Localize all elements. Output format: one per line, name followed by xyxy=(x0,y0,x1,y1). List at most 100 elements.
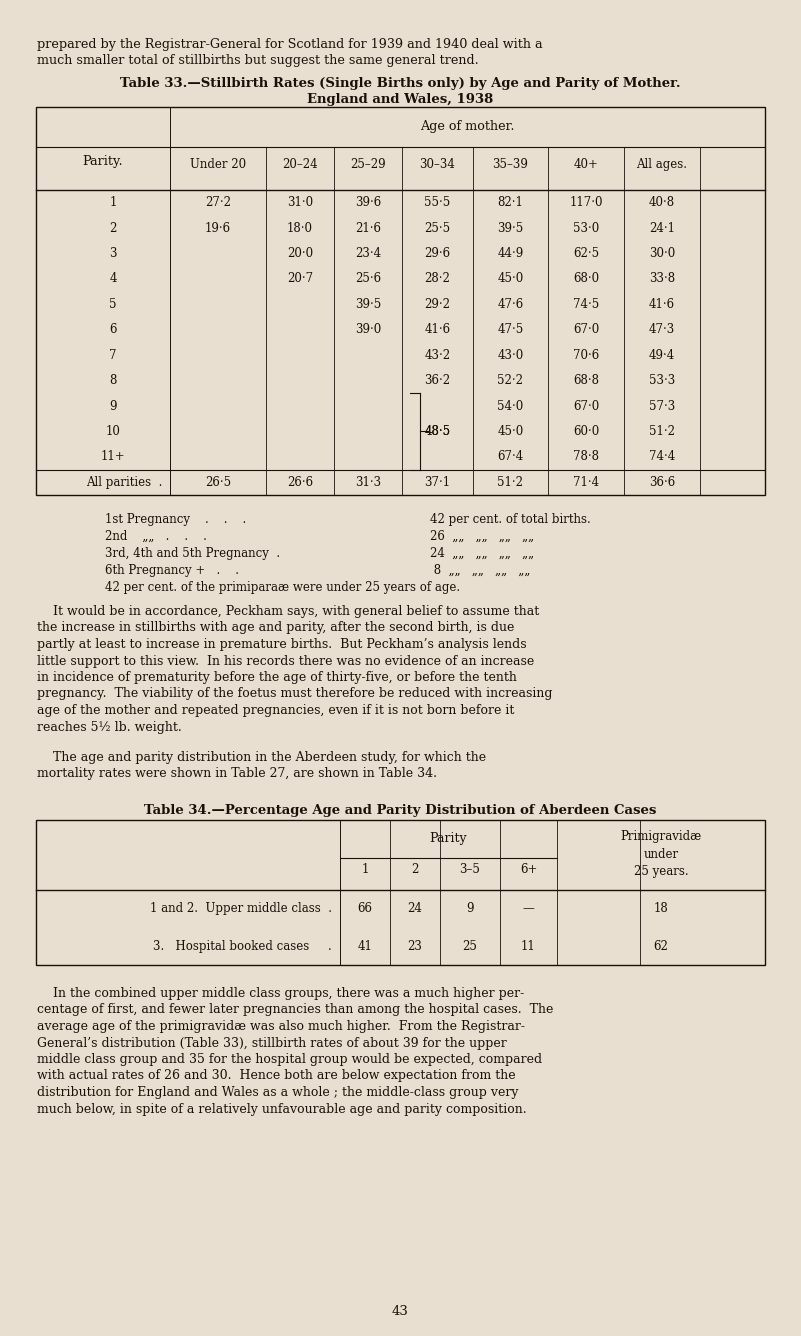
Text: 48·5: 48·5 xyxy=(425,425,450,438)
Text: 37·1: 37·1 xyxy=(425,476,450,489)
Text: 51·2: 51·2 xyxy=(649,425,675,438)
Text: 3rd, 4th and 5th Pregnancy  .: 3rd, 4th and 5th Pregnancy . xyxy=(105,546,280,560)
Text: 11+: 11+ xyxy=(101,450,125,464)
Text: Table 33.—Stillbirth Rates (Single Births only) by Age and Parity of Mother.: Table 33.—Stillbirth Rates (Single Birth… xyxy=(120,77,681,90)
Text: 117·0: 117·0 xyxy=(570,196,602,210)
Text: 25·5: 25·5 xyxy=(425,222,450,235)
Text: 1: 1 xyxy=(361,863,368,876)
Text: in incidence of prematurity before the age of thirty-five, or before the tenth: in incidence of prematurity before the a… xyxy=(37,671,517,684)
Text: 66: 66 xyxy=(357,902,372,915)
Text: 4: 4 xyxy=(109,273,117,286)
Text: 60·0: 60·0 xyxy=(573,425,599,438)
Text: 57·3: 57·3 xyxy=(649,399,675,413)
Text: 30·0: 30·0 xyxy=(649,247,675,261)
Text: 24: 24 xyxy=(408,902,422,915)
Text: 2nd    „„   .    .    .: 2nd „„ . . . xyxy=(105,530,207,542)
Text: 24·1: 24·1 xyxy=(649,222,675,235)
Text: England and Wales, 1938: England and Wales, 1938 xyxy=(308,94,493,106)
Text: —: — xyxy=(522,902,534,915)
Text: 33·8: 33·8 xyxy=(649,273,675,286)
Text: Age of mother.: Age of mother. xyxy=(421,120,515,134)
Text: All parities  .: All parities . xyxy=(86,476,162,489)
Text: Primigravidæ
under
25 years.: Primigravidæ under 25 years. xyxy=(621,830,702,878)
Text: 67·0: 67·0 xyxy=(573,399,599,413)
Text: much below, in spite of a relatively unfavourable age and parity composition.: much below, in spite of a relatively unf… xyxy=(37,1102,526,1116)
Text: 39·5: 39·5 xyxy=(355,298,381,311)
Text: 28·2: 28·2 xyxy=(425,273,450,286)
Text: mortality rates were shown in Table 27, are shown in Table 34.: mortality rates were shown in Table 27, … xyxy=(37,767,437,780)
Text: 48·5: 48·5 xyxy=(425,425,450,438)
Text: distribution for England and Wales as a whole ; the middle-class group very: distribution for England and Wales as a … xyxy=(37,1086,518,1100)
Text: 42 per cent. of total births.: 42 per cent. of total births. xyxy=(430,513,591,526)
Text: 30–34: 30–34 xyxy=(420,158,456,171)
Text: 25·6: 25·6 xyxy=(355,273,381,286)
Text: 1st Pregnancy    .    .    .: 1st Pregnancy . . . xyxy=(105,513,246,526)
Text: 25: 25 xyxy=(462,939,477,953)
Text: 39·0: 39·0 xyxy=(355,323,381,337)
Text: 19·6: 19·6 xyxy=(205,222,231,235)
Text: 1 and 2.  Upper middle class  .: 1 and 2. Upper middle class . xyxy=(150,902,332,915)
Text: Parity: Parity xyxy=(429,832,467,844)
Text: 51·2: 51·2 xyxy=(497,476,524,489)
Text: 26  „„   „„   „„   „„: 26 „„ „„ „„ „„ xyxy=(430,530,534,542)
Text: 9: 9 xyxy=(109,399,117,413)
Text: 40+: 40+ xyxy=(574,158,598,171)
Text: 47·6: 47·6 xyxy=(497,298,524,311)
Text: middle class group and 35 for the hospital group would be expected, compared: middle class group and 35 for the hospit… xyxy=(37,1053,542,1066)
Text: 41: 41 xyxy=(357,939,372,953)
Text: little support to this view.  In his records there was no evidence of an increas: little support to this view. In his reco… xyxy=(37,655,534,668)
Text: 36·6: 36·6 xyxy=(649,476,675,489)
Text: 20·0: 20·0 xyxy=(287,247,313,261)
Text: 45·0: 45·0 xyxy=(497,425,524,438)
Text: 18: 18 xyxy=(654,902,668,915)
Text: 74·5: 74·5 xyxy=(573,298,599,311)
Text: 1: 1 xyxy=(109,196,117,210)
Text: All ages.: All ages. xyxy=(637,158,687,171)
Text: 68·8: 68·8 xyxy=(573,374,599,387)
Text: 20·7: 20·7 xyxy=(287,273,313,286)
Text: 40·8: 40·8 xyxy=(649,196,675,210)
Text: 25–29: 25–29 xyxy=(350,158,386,171)
Text: 6+: 6+ xyxy=(520,863,537,876)
Text: 74·4: 74·4 xyxy=(649,450,675,464)
Text: the increase in stillbirths with age and parity, after the second birth, is due: the increase in stillbirths with age and… xyxy=(37,621,514,635)
Text: 11: 11 xyxy=(521,939,536,953)
Text: 82·1: 82·1 xyxy=(497,196,523,210)
Text: 41·6: 41·6 xyxy=(425,323,450,337)
Text: 27·2: 27·2 xyxy=(205,196,231,210)
Text: 29·2: 29·2 xyxy=(425,298,450,311)
Text: 67·4: 67·4 xyxy=(497,450,524,464)
Text: 20–24: 20–24 xyxy=(282,158,318,171)
Text: 6th Pregnancy +   .    .: 6th Pregnancy + . . xyxy=(105,564,239,577)
Text: 8  „„   „„   „„   „„: 8 „„ „„ „„ „„ xyxy=(430,564,530,577)
Text: Under 20: Under 20 xyxy=(190,158,246,171)
Text: 52·2: 52·2 xyxy=(497,374,524,387)
Text: prepared by the Registrar-General for Scotland for 1939 and 1940 deal with a: prepared by the Registrar-General for Sc… xyxy=(37,37,542,51)
Text: 70·6: 70·6 xyxy=(573,349,599,362)
Text: reaches 5½ lb. weight.: reaches 5½ lb. weight. xyxy=(37,720,182,733)
Text: much smaller total of stillbirths but suggest the same general trend.: much smaller total of stillbirths but su… xyxy=(37,53,479,67)
Text: 31·3: 31·3 xyxy=(355,476,381,489)
Text: 26·6: 26·6 xyxy=(287,476,313,489)
Text: 42 per cent. of the primiparaæ were under 25 years of age.: 42 per cent. of the primiparaæ were unde… xyxy=(105,581,460,595)
Text: 26·5: 26·5 xyxy=(205,476,231,489)
Text: 36·2: 36·2 xyxy=(425,374,450,387)
Text: 8: 8 xyxy=(109,374,117,387)
Text: 3: 3 xyxy=(109,247,117,261)
Text: partly at least to increase in premature births.  But Peckham’s analysis lends: partly at least to increase in premature… xyxy=(37,639,526,651)
Text: Parity.: Parity. xyxy=(83,155,123,168)
Text: 7: 7 xyxy=(109,349,117,362)
Text: 39·6: 39·6 xyxy=(355,196,381,210)
Text: average age of the primigravidæ was also much higher.  From the Registrar-: average age of the primigravidæ was also… xyxy=(37,1019,525,1033)
Text: 49·4: 49·4 xyxy=(649,349,675,362)
Text: General’s distribution (Table 33), stillbirth rates of about 39 for the upper: General’s distribution (Table 33), still… xyxy=(37,1037,507,1050)
Bar xyxy=(36,820,765,965)
Text: It would be in accordance, Peckham says, with general belief to assume that: It would be in accordance, Peckham says,… xyxy=(37,605,539,619)
Text: In the combined upper middle class groups, there was a much higher per-: In the combined upper middle class group… xyxy=(37,987,524,1001)
Text: 43·2: 43·2 xyxy=(425,349,450,362)
Text: 24  „„   „„   „„   „„: 24 „„ „„ „„ „„ xyxy=(430,546,534,560)
Text: 10: 10 xyxy=(106,425,120,438)
Text: 3.   Hospital booked cases     .: 3. Hospital booked cases . xyxy=(153,939,332,953)
Text: 35–39: 35–39 xyxy=(493,158,529,171)
Text: 68·0: 68·0 xyxy=(573,273,599,286)
